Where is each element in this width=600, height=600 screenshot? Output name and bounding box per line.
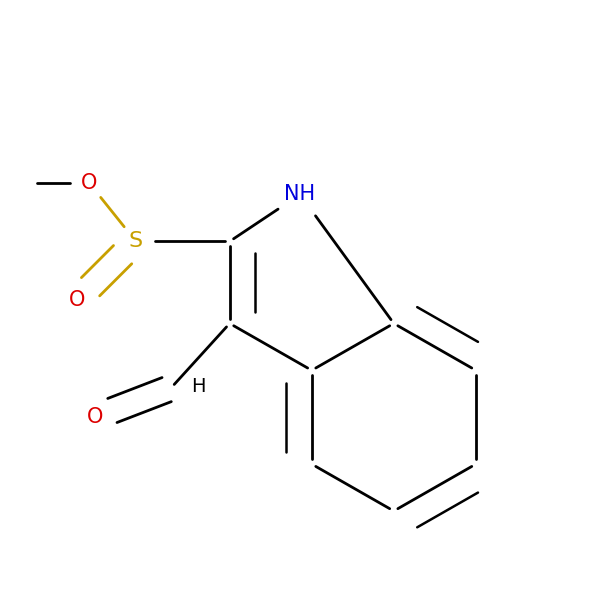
Text: S: S (129, 232, 143, 251)
Text: NH: NH (284, 185, 316, 205)
Text: O: O (81, 173, 97, 193)
Text: H: H (191, 377, 206, 396)
Text: O: O (69, 290, 85, 310)
Text: O: O (86, 407, 103, 427)
